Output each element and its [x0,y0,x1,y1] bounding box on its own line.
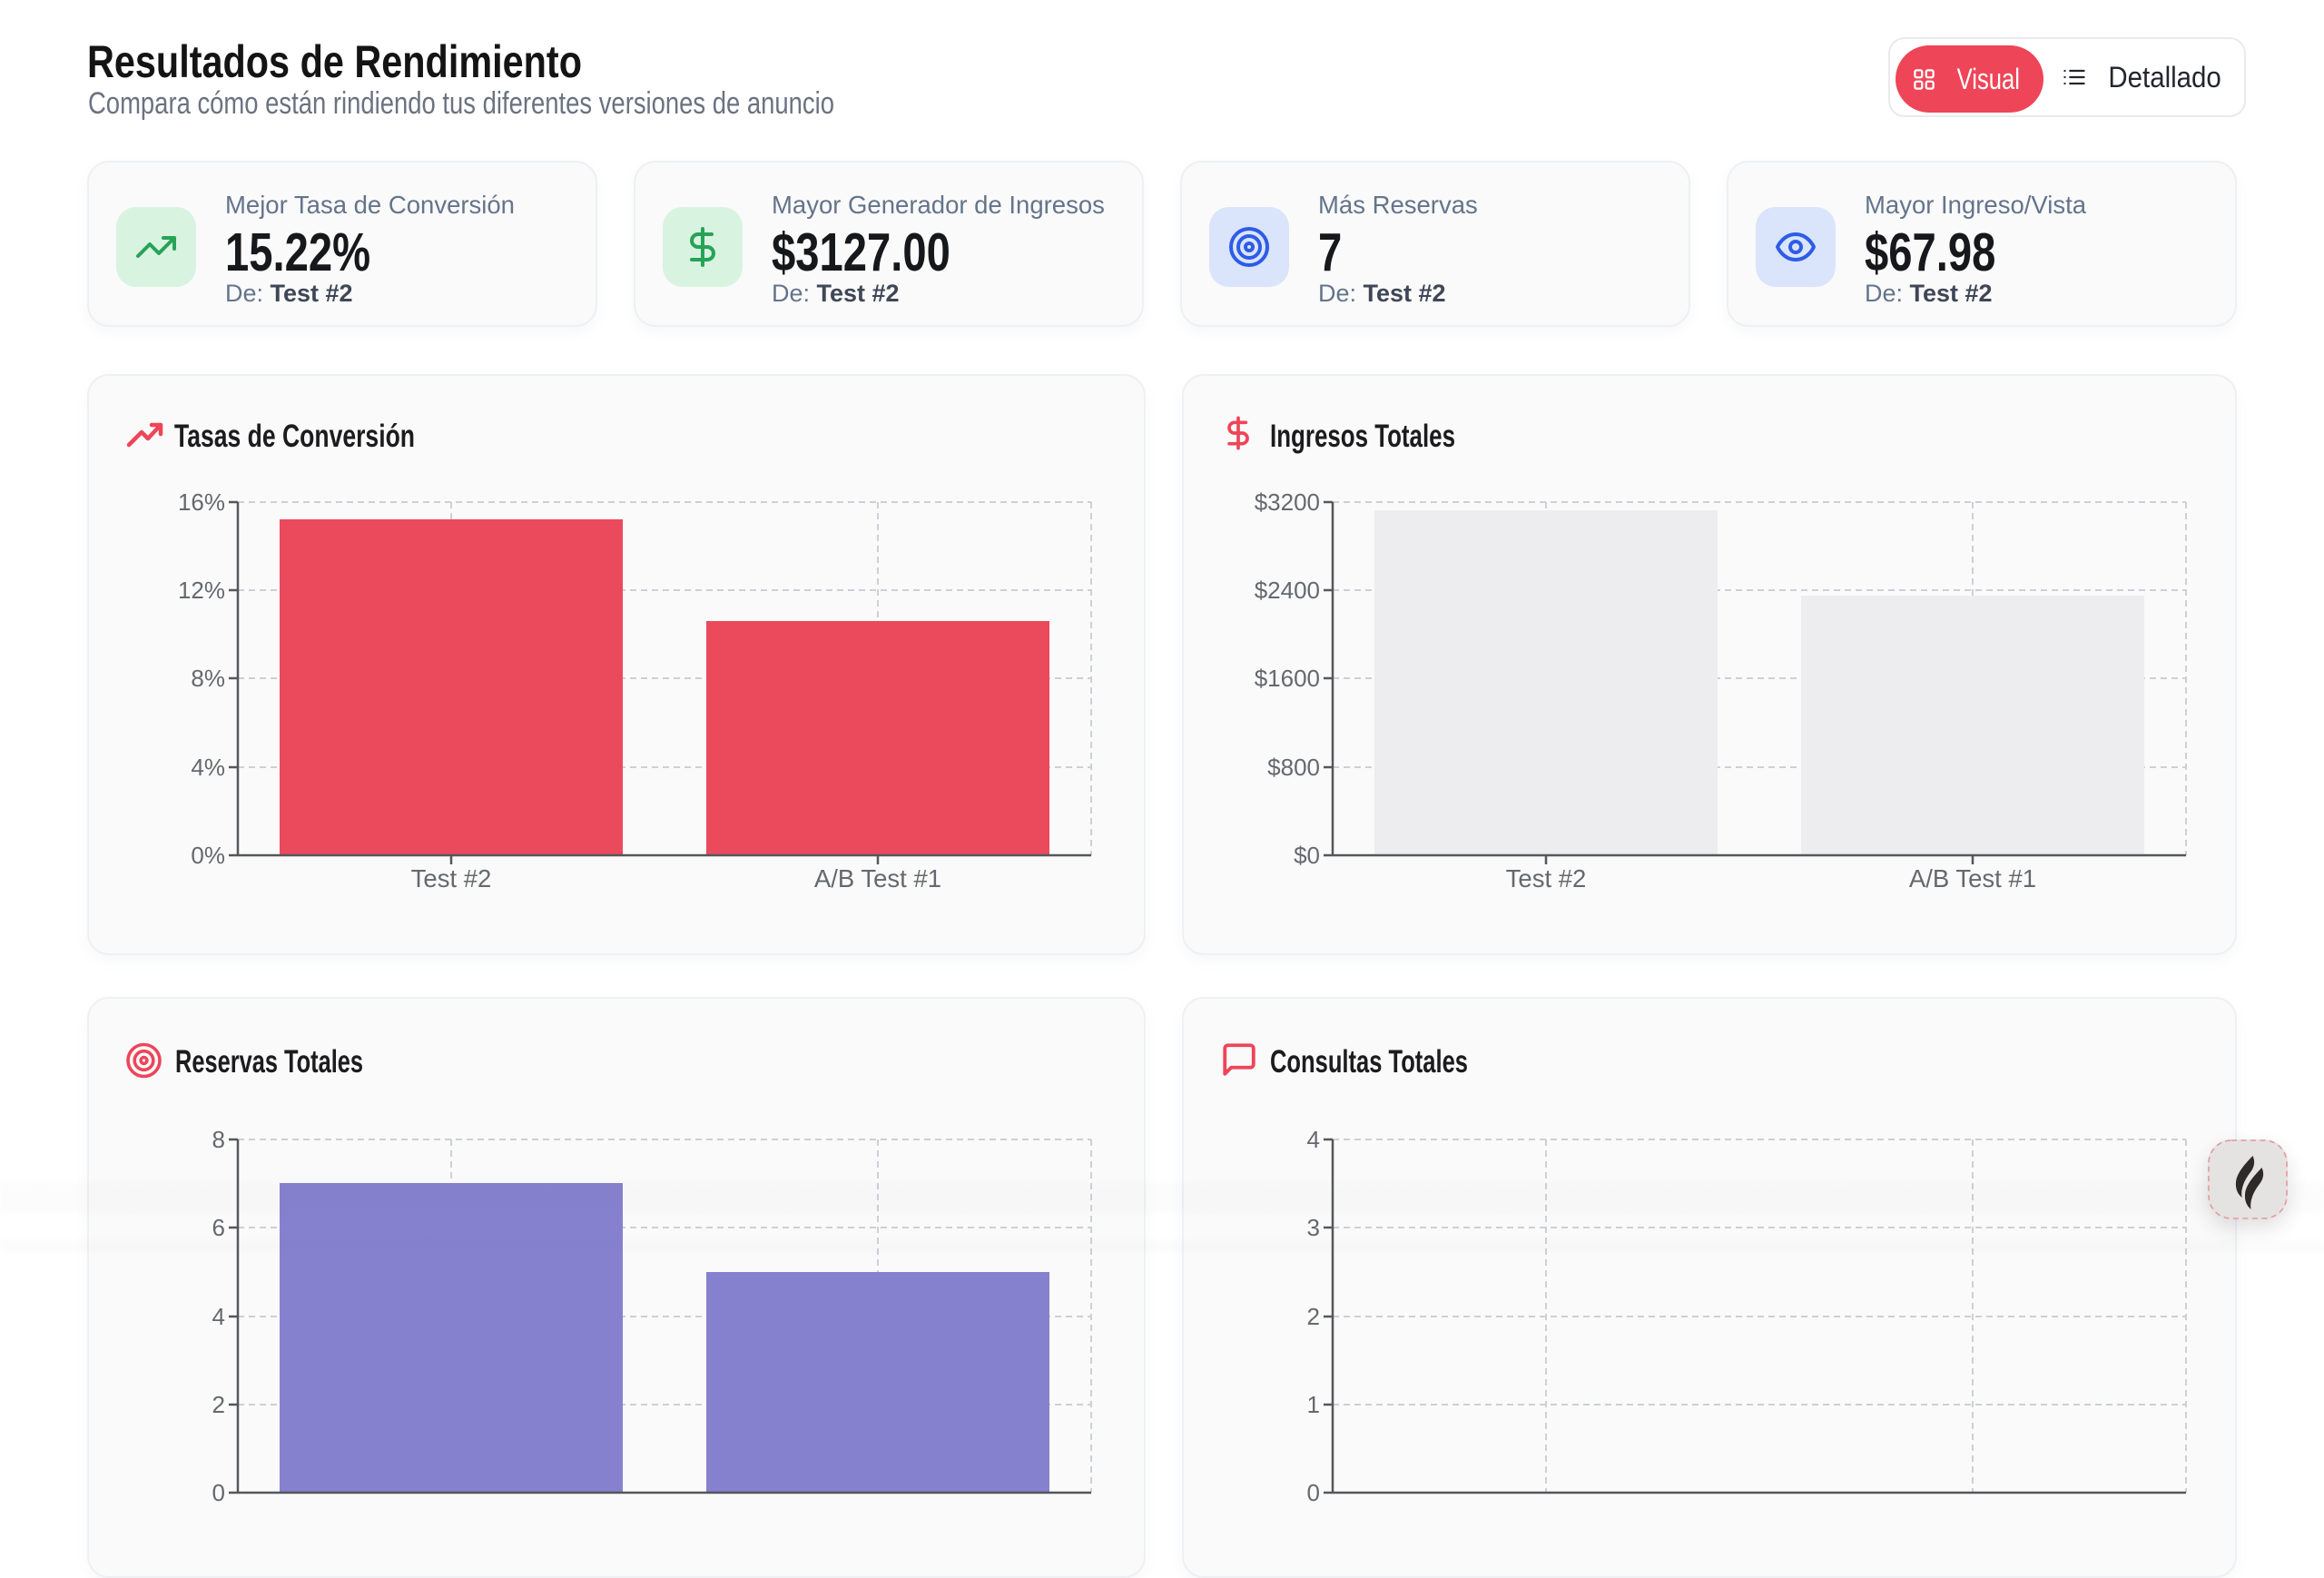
svg-text:Tasas de Conversión: Tasas de Conversión [174,419,415,454]
svg-text:2: 2 [1307,1303,1320,1330]
svg-text:$3200: $3200 [1255,488,1320,516]
svg-text:12%: 12% [178,577,225,604]
svg-text:Test #2: Test #2 [411,864,492,893]
svg-text:Consultas Totales: Consultas Totales [1270,1044,1468,1080]
svg-text:A/B Test #1: A/B Test #1 [1909,864,2036,893]
svg-text:Ingresos Totales: Ingresos Totales [1270,419,1455,454]
svg-text:3: 3 [1307,1214,1320,1241]
svg-text:$1600: $1600 [1255,665,1320,692]
svg-text:4%: 4% [191,754,225,781]
svg-text:6: 6 [212,1214,225,1241]
svg-text:Reservas Totales: Reservas Totales [175,1044,363,1080]
svg-text:Compara cómo están rindiendo t: Compara cómo están rindiendo tus diferen… [88,86,834,121]
svg-text:4: 4 [1307,1126,1320,1153]
svg-text:1: 1 [1307,1391,1320,1418]
svg-text:2: 2 [212,1391,225,1418]
svg-text:$0: $0 [1294,842,1320,869]
svg-text:16%: 16% [178,488,225,516]
svg-text:$2400: $2400 [1255,577,1320,604]
svg-text:4: 4 [212,1303,225,1330]
svg-text:0%: 0% [191,842,225,869]
svg-text:A/B Test #1: A/B Test #1 [814,864,941,893]
svg-text:$800: $800 [1267,754,1320,781]
svg-text:8: 8 [212,1126,225,1153]
svg-text:0: 0 [1307,1479,1320,1506]
svg-text:8%: 8% [191,665,225,692]
svg-text:0: 0 [212,1479,225,1506]
svg-text:Test #2: Test #2 [1506,864,1587,893]
svg-text:Resultados de Rendimiento: Resultados de Rendimiento [87,36,582,87]
